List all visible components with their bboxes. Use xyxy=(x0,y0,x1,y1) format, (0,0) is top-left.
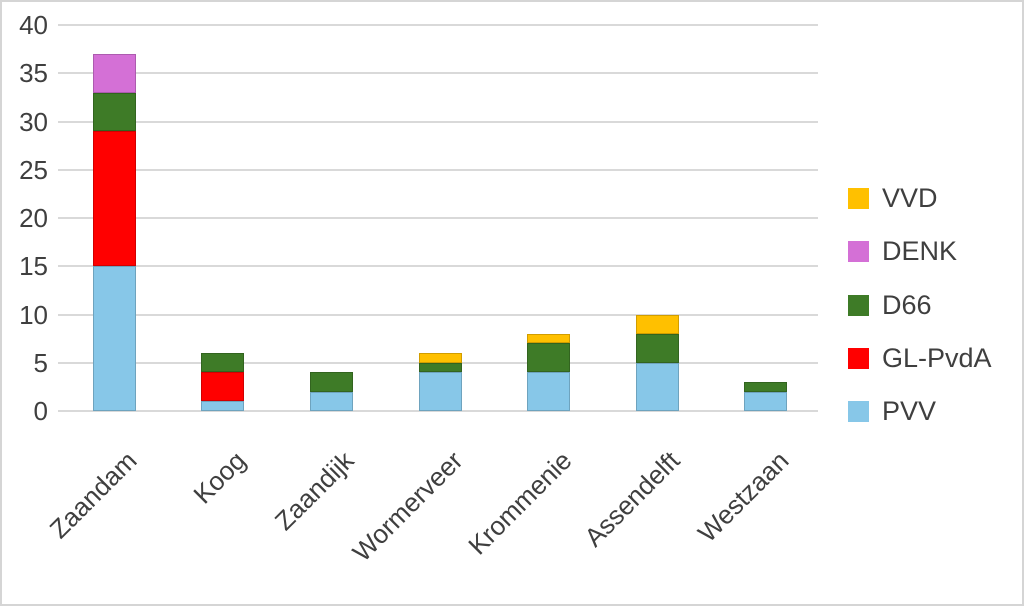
y-tick-label: 25 xyxy=(19,154,48,185)
gridline-25 xyxy=(58,168,818,171)
legend-swatch-denk xyxy=(848,241,869,263)
bar-segment-zaandam-gl-pvda xyxy=(92,131,136,267)
y-tick-label: 35 xyxy=(19,58,48,89)
bar-segment-wormerveer-pvv xyxy=(418,372,462,411)
legend-swatch-d66 xyxy=(848,294,869,316)
gridline-10 xyxy=(58,313,818,316)
legend-item-vvd: VVD xyxy=(848,172,938,225)
legend-label-vvd: VVD xyxy=(882,183,938,213)
bar-segment-zaandam-denk xyxy=(92,53,136,93)
gridline-0 xyxy=(58,410,818,412)
legend-item-gl-pvda: GL-PvdA xyxy=(848,332,992,385)
y-tick-label: 15 xyxy=(19,251,48,282)
y-tick-label: 20 xyxy=(19,203,48,233)
bar-segment-assendelft-d66 xyxy=(635,333,679,363)
legend-label-d66: D66 xyxy=(882,289,932,320)
y-tick-label: 30 xyxy=(19,106,48,137)
gridline-35 xyxy=(58,72,818,75)
bar-segment-assendelft-vvd xyxy=(635,314,679,334)
legend-label-gl-pvda: GL-PvdA xyxy=(882,342,992,373)
gridline-40 xyxy=(58,24,818,26)
bar-segment-koog-gl-pvda xyxy=(201,372,245,402)
legend-swatch-vvd xyxy=(848,188,869,209)
legend-item-denk: DENK xyxy=(848,225,957,278)
bar-segment-zaandijk-pvv xyxy=(309,391,353,411)
y-tick-label: 5 xyxy=(33,347,48,378)
bar-segment-krommenie-d66 xyxy=(527,343,571,373)
bar-segment-zaandam-pvv xyxy=(92,266,136,411)
bar-segment-wormerveer-d66 xyxy=(418,362,462,373)
bar-segment-assendelft-pvv xyxy=(635,362,679,411)
legend-item-d66: D66 xyxy=(848,279,932,332)
bar-segment-koog-d66 xyxy=(201,353,245,373)
y-tick-label: 40 xyxy=(19,10,48,40)
bar-segment-koog-pvv xyxy=(201,401,245,411)
bar-segment-krommenie-vvd xyxy=(527,333,571,344)
legend-swatch-pvv xyxy=(848,401,869,422)
gridline-30 xyxy=(58,120,818,123)
bar-segment-westzaan-pvv xyxy=(744,391,788,411)
legend-label-denk: DENK xyxy=(882,236,958,267)
bar-segment-zaandijk-d66 xyxy=(309,372,353,392)
y-tick-label: 0 xyxy=(33,396,48,426)
bar-segment-krommenie-pvv xyxy=(527,372,571,411)
legend-label-pvv: PVV xyxy=(882,396,937,426)
gridline-15 xyxy=(58,265,818,268)
y-tick-label: 10 xyxy=(19,299,48,330)
legend-item-pvv: PVV xyxy=(848,385,936,438)
legend-swatch-gl-pvda xyxy=(848,347,869,369)
bar-segment-wormerveer-vvd xyxy=(418,353,462,363)
bar-segment-westzaan-d66 xyxy=(744,382,788,392)
bar-segment-zaandam-d66 xyxy=(92,92,136,132)
gridline-20 xyxy=(58,217,818,219)
